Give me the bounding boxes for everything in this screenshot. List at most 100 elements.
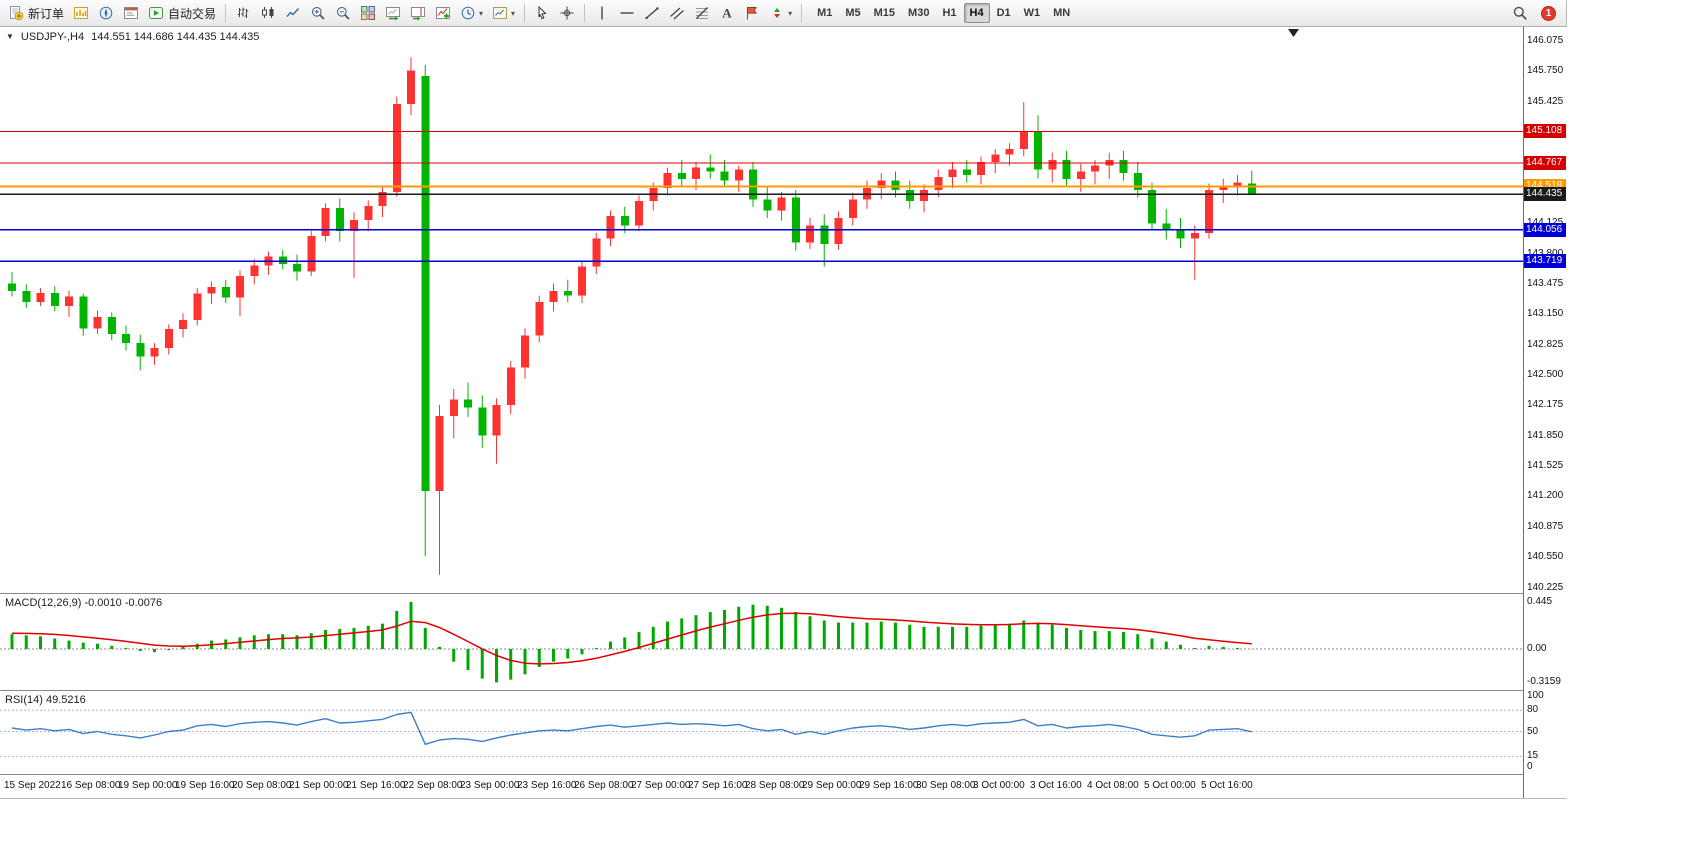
one-click-trading-toggle[interactable]: ▼ [6,32,14,41]
indicators-icon [435,5,451,21]
market-watch-button[interactable] [69,2,93,24]
candle-body [364,205,373,220]
search-button[interactable] [1508,2,1532,24]
timeframe-m1-button[interactable]: M1 [811,3,838,23]
candle-body [834,218,843,245]
auto-scroll-icon [385,5,401,21]
text-button[interactable]: A [715,2,739,24]
candle-body [578,266,586,296]
timeframe-m5-button[interactable]: M5 [839,3,866,23]
macd-axis-label: 0.445 [1527,596,1553,607]
time-label: 5 Oct 00:00 [1144,780,1196,791]
symbol-period-label: USDJPY-,H4 [20,31,85,43]
autotrading-button[interactable]: 自动交易 [144,2,220,24]
auto-scroll-button[interactable] [381,2,405,24]
time-label: 5 Oct 16:00 [1201,780,1253,791]
periods-icon [460,5,476,21]
new-order-button[interactable]: 新订单 [4,2,68,24]
macd-panel[interactable]: MACD(12,26,9) -0.0010 -0.0076 [0,594,1523,691]
candle-body [606,216,615,239]
trendline-button[interactable] [640,2,664,24]
candle-body [378,191,387,206]
price-line-tag[interactable]: 143.719 [1524,254,1566,269]
candle-body [749,169,757,200]
navigator-button[interactable] [94,2,118,24]
vertical-line-button[interactable] [590,2,614,24]
price-line-tag[interactable]: 144.767 [1524,156,1566,171]
candle-body [307,235,316,272]
candle-body [1219,186,1228,191]
timeframe-w1-button[interactable]: W1 [1018,3,1047,23]
candle-body [1034,132,1042,170]
tile-windows-button[interactable] [356,2,380,24]
candlestick-chart-button[interactable] [256,2,280,24]
candle-body [8,283,16,291]
price-line-tag[interactable]: 144.435 [1524,187,1566,202]
zoom-in-button[interactable] [306,2,330,24]
candle-body [449,399,458,417]
timeframe-d1-button[interactable]: D1 [991,3,1017,23]
arrows-button[interactable]: ▾ [765,2,796,24]
chart-shift-marker[interactable] [1288,29,1299,37]
candle-body [136,343,145,357]
time-label: 23 Sep 16:00 [517,780,577,791]
candle-body [1019,132,1028,149]
price-line-tag[interactable]: 144.056 [1524,222,1566,237]
text-label-button[interactable] [740,2,764,24]
time-axis[interactable]: 15 Sep 2022 16 Sep 08:00 19 Sep 00:00 19 Se… [0,775,1523,798]
candle-body [905,190,914,202]
timeframe-m15-button[interactable]: M15 [868,3,901,23]
time-label: 29 Sep 16:00 [859,780,919,791]
rsi-panel[interactable]: RSI(14) 49.5216 [0,691,1523,775]
chart-shift-button[interactable] [406,2,430,24]
price-axis[interactable]: 146.075145.750145.425145.100144.775144.4… [1523,27,1566,798]
bar-chart-button[interactable] [231,2,255,24]
candle-body [1076,171,1085,179]
line-chart-button[interactable] [281,2,305,24]
macd-label: MACD(12,26,9) -0.0010 -0.0076 [5,597,163,609]
bars-icon [235,5,251,21]
rsi-axis-label: 80 [1527,704,1539,716]
rsi-canvas[interactable] [0,691,1523,774]
channel-button[interactable] [665,2,689,24]
price-tick: 140.875 [1527,520,1564,532]
candle-body [1190,232,1199,239]
chart-window: ▼ USDJPY-,H4 144.551 144.686 144.435 144… [0,27,1567,798]
cursor-button[interactable] [530,2,554,24]
periods-button[interactable]: ▾ [456,2,487,24]
timeframe-m30-button[interactable]: M30 [902,3,935,23]
crosshair-button[interactable] [555,2,579,24]
candle-body [93,317,102,329]
price-line-tag[interactable]: 145.108 [1524,124,1566,139]
terminal-button[interactable] [119,2,143,24]
candle-body [962,169,971,176]
candle-body [250,265,259,276]
candle-body [236,275,244,298]
main-chart-canvas[interactable] [0,27,1523,593]
indicators-button[interactable] [431,2,455,24]
macd-canvas[interactable] [0,594,1523,690]
timeframe-mn-button[interactable]: MN [1047,3,1076,23]
candles-icon [260,5,276,21]
candle-body [1233,182,1242,187]
candle-body [278,256,287,264]
candle-body [763,199,772,211]
timeframe-h4-button[interactable]: H4 [963,3,990,23]
templates-icon [492,5,508,21]
notification-badge[interactable]: 1 [1541,5,1556,21]
cursor-icon [534,5,550,21]
new-order-icon [8,5,24,21]
templates-button[interactable]: ▾ [488,2,519,24]
candle-body [36,292,45,303]
timeframe-h1-button[interactable]: H1 [936,3,962,23]
horizontal-line-button[interactable] [615,2,639,24]
vertical-line-icon [594,5,610,21]
candle-body [478,407,487,436]
main-chart-panel[interactable]: ▼ USDJPY-,H4 144.551 144.686 144.435 144… [0,27,1523,594]
price-tick: 146.075 [1527,35,1564,46]
zoom-out-button[interactable] [331,2,355,24]
candle-body [350,219,358,232]
candle-body [392,104,401,192]
fibonacci-button[interactable] [690,2,714,24]
rsi-axis-label: 15 [1527,750,1539,762]
